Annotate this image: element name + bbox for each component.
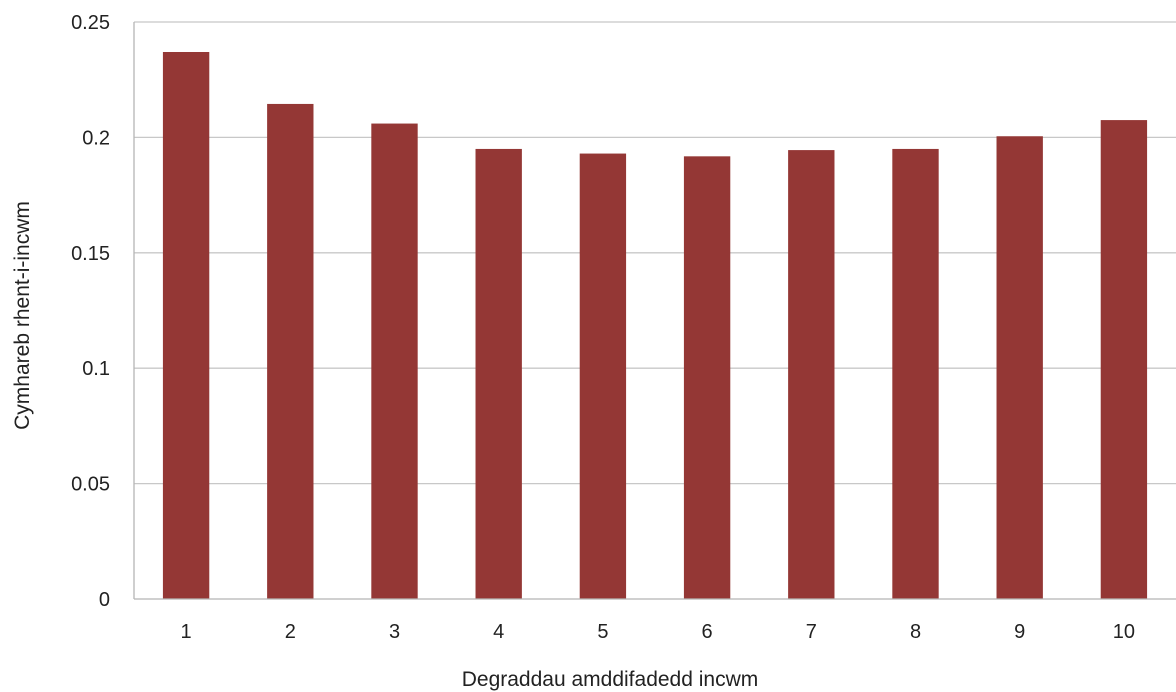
bar-5 — [579, 153, 627, 599]
bar-1 — [162, 52, 210, 599]
y-tick-label: 0 — [99, 589, 110, 611]
x-tick-label: 7 — [806, 621, 817, 643]
x-tick-label: 1 — [181, 621, 192, 643]
x-axis-title: Degraddau amddifadedd incwm — [462, 668, 759, 691]
x-tick-labels: 1 2 3 4 5 6 7 8 9 10 — [181, 621, 1135, 643]
x-tick-label: 4 — [493, 621, 504, 643]
x-tick-label: 9 — [1014, 621, 1025, 643]
x-tick-label: 8 — [910, 621, 921, 643]
x-tick-label: 6 — [702, 621, 713, 643]
x-tick-label: 5 — [597, 621, 608, 643]
y-axis-title: Cymhareb rhent-i-incwm — [11, 201, 34, 430]
bar-6 — [683, 156, 731, 599]
x-tick-label: 10 — [1113, 621, 1135, 643]
x-tick-label: 2 — [285, 621, 296, 643]
bar-9 — [996, 136, 1043, 599]
y-tick-labels: 0 0.05 0.1 0.15 0.2 0.25 — [71, 12, 110, 611]
bar-4 — [475, 148, 522, 599]
x-tick-label: 3 — [389, 621, 400, 643]
y-tick-label: 0.15 — [71, 243, 110, 265]
y-tick-label: 0.2 — [82, 127, 110, 149]
bar-2 — [267, 103, 314, 600]
y-tick-label: 0.1 — [82, 358, 110, 380]
bar-7 — [788, 150, 835, 599]
bars — [162, 52, 1148, 600]
bar-8 — [892, 148, 939, 599]
y-tick-label: 0.25 — [71, 12, 110, 34]
y-tick-label: 0.05 — [71, 474, 110, 496]
bar-3 — [371, 123, 418, 599]
bar-10 — [1100, 120, 1148, 599]
